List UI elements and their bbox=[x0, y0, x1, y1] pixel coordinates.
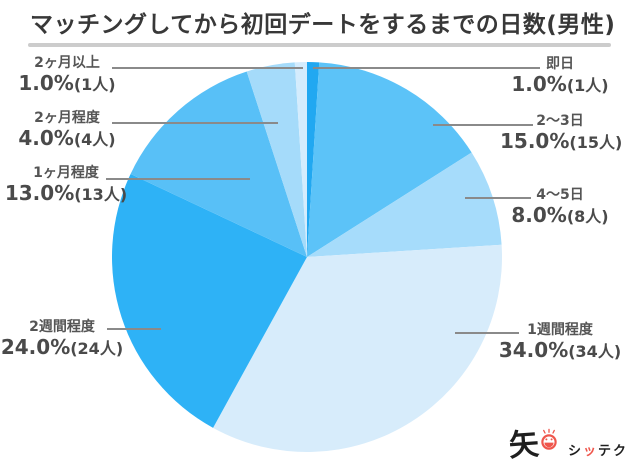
chart-title: マッチングしてから初回デートをするまでの日数(男性) bbox=[30, 12, 616, 38]
brand-kanji: 矢 bbox=[507, 426, 541, 465]
brand-name-prefix: シ bbox=[567, 443, 583, 459]
slice-count-2-3-days: (15人) bbox=[569, 133, 623, 152]
slice-percent-2-3-days: 15.0% bbox=[500, 129, 570, 153]
laughing-face-icon bbox=[541, 428, 557, 450]
slice-percent-over-2-months: 1.0% bbox=[18, 71, 74, 95]
pie-slice-6 bbox=[246, 62, 307, 257]
slice-count-about-1-month: (13人) bbox=[74, 185, 128, 204]
slice-percent-4-5-days: 8.0% bbox=[511, 203, 567, 227]
slice-percent-same-day: 1.0% bbox=[511, 72, 567, 96]
slice-name-about-2-months: 2ヶ月程度 bbox=[34, 110, 100, 126]
label-2-3-days: 2〜3日 15.0%(15人) bbox=[500, 113, 623, 154]
label-about-1-week: 1週間程度 34.0%(34人) bbox=[498, 322, 622, 363]
slice-name-2-3-days: 2〜3日 bbox=[536, 113, 584, 129]
brand-name-suffix: テク bbox=[597, 443, 628, 459]
pie-slice-0 bbox=[307, 61, 320, 257]
slice-name-over-2-months: 2ヶ月以上 bbox=[34, 55, 100, 71]
title-divider bbox=[28, 43, 611, 47]
brand-name-accent: ッ bbox=[582, 443, 598, 459]
leader-lines bbox=[106, 67, 540, 334]
label-4-5-days: 4〜5日 8.0%(8人) bbox=[500, 187, 620, 228]
label-over-2-months: 2ヶ月以上 1.0%(1人) bbox=[4, 55, 130, 96]
slice-name-about-1-week: 1週間程度 bbox=[527, 322, 593, 338]
slice-count-4-5-days: (8人) bbox=[566, 207, 609, 226]
slice-percent-about-2-weeks: 24.0% bbox=[0, 335, 71, 359]
brand-logo: 矢 シッテク bbox=[507, 424, 628, 468]
slice-count-about-2-months: (4人) bbox=[73, 130, 116, 149]
label-same-day: 即日 1.0%(1人) bbox=[500, 56, 620, 97]
slice-percent-about-2-months: 4.0% bbox=[18, 126, 74, 150]
pie-slice-2 bbox=[307, 152, 502, 257]
label-about-2-weeks: 2週間程度 24.0%(24人) bbox=[0, 319, 124, 360]
pie-slice-7 bbox=[294, 61, 307, 257]
slice-name-about-1-month: 1ヶ月程度 bbox=[33, 165, 99, 181]
slice-count-same-day: (1人) bbox=[566, 76, 609, 95]
slice-name-4-5-days: 4〜5日 bbox=[536, 187, 584, 203]
slice-count-about-1-week: (34人) bbox=[568, 342, 622, 361]
slice-count-over-2-months: (1人) bbox=[73, 75, 116, 94]
slice-count-about-2-weeks: (24人) bbox=[70, 339, 124, 358]
slice-percent-about-1-week: 34.0% bbox=[498, 338, 569, 362]
label-about-2-months: 2ヶ月程度 4.0%(4人) bbox=[4, 110, 130, 151]
pie-slice-1 bbox=[307, 62, 472, 257]
pie-slice-5 bbox=[130, 71, 307, 257]
pie-slice-3 bbox=[213, 244, 503, 453]
pie-slice-4 bbox=[112, 173, 308, 428]
slice-name-about-2-weeks: 2週間程度 bbox=[29, 319, 95, 335]
slice-name-same-day: 即日 bbox=[546, 56, 574, 72]
label-about-1-month: 1ヶ月程度 13.0%(13人) bbox=[2, 165, 130, 206]
pie-slices bbox=[112, 61, 503, 453]
slice-percent-about-1-month: 13.0% bbox=[4, 181, 75, 205]
